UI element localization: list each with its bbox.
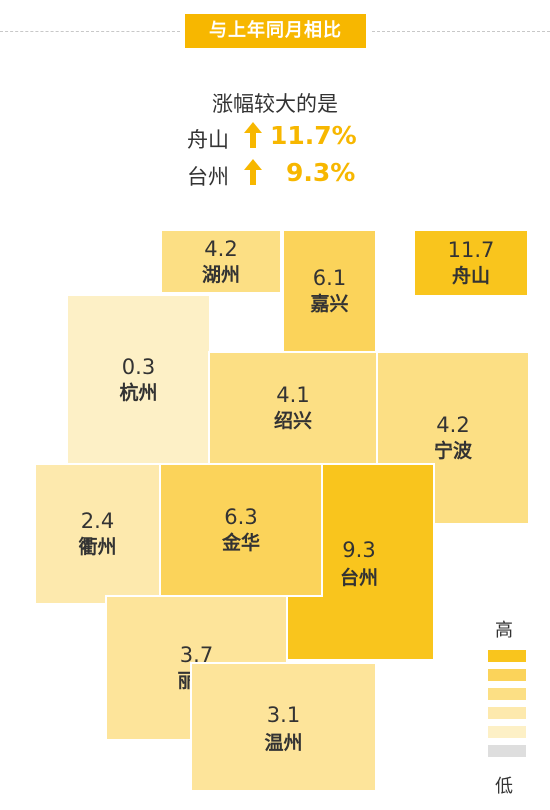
title-rule-left bbox=[0, 31, 180, 32]
region-huzhou: 4.2 湖州 bbox=[160, 229, 282, 294]
legend-swatch bbox=[488, 726, 526, 738]
highlight-value-1: 11.7% bbox=[270, 121, 357, 150]
region-value: 0.3 bbox=[121, 355, 156, 379]
region-jinhua: 6.3 金华 bbox=[159, 463, 323, 597]
highlight-subtitle: 涨幅较大的是 bbox=[212, 92, 338, 116]
legend-swatch bbox=[488, 745, 526, 757]
region-hangzhou: 0.3 杭州 bbox=[66, 294, 211, 466]
legend-swatch bbox=[488, 669, 526, 681]
region-value: 2.4 bbox=[80, 509, 115, 533]
legend-high-label: 高 bbox=[495, 620, 513, 641]
region-value: 9.3 bbox=[342, 538, 376, 562]
legend-swatch bbox=[488, 650, 526, 662]
title-banner: 与上年同月相比 bbox=[185, 14, 366, 48]
highlight-value-2: 9.3% bbox=[286, 158, 356, 187]
region-name: 舟山 bbox=[451, 265, 490, 287]
highlight-name-1: 舟山 bbox=[187, 128, 229, 152]
region-name: 绍兴 bbox=[273, 410, 312, 432]
legend-swatch bbox=[488, 707, 526, 719]
region-wenzhou: 3.1 温州 bbox=[190, 662, 377, 792]
region-value: 4.1 bbox=[276, 383, 310, 407]
region-name: 衢州 bbox=[78, 536, 117, 558]
highlight-name-2: 台州 bbox=[187, 165, 229, 189]
region-value: 11.7 bbox=[447, 238, 495, 262]
up-arrow-icon bbox=[244, 159, 262, 185]
region-value: 6.1 bbox=[312, 266, 347, 290]
region-name: 台州 bbox=[339, 567, 378, 589]
region-quzhou: 2.4 衢州 bbox=[34, 463, 161, 605]
region-name: 温州 bbox=[264, 732, 303, 754]
region-name: 杭州 bbox=[119, 382, 158, 404]
region-value: 3.1 bbox=[266, 703, 301, 727]
up-arrow-icon bbox=[244, 122, 262, 148]
legend-swatch bbox=[488, 688, 526, 700]
legend-low-label: 低 bbox=[495, 776, 513, 797]
region-name: 宁波 bbox=[433, 440, 472, 462]
region-name: 金华 bbox=[221, 532, 260, 554]
region-value: 4.2 bbox=[436, 413, 470, 437]
region-zhoushan: 11.7 舟山 bbox=[413, 229, 529, 297]
region-shaoxing: 4.1 绍兴 bbox=[208, 351, 378, 465]
region-name: 嘉兴 bbox=[310, 293, 349, 315]
region-name: 湖州 bbox=[201, 263, 240, 286]
region-jiaxing: 6.1 嘉兴 bbox=[282, 229, 377, 353]
region-value: 6.3 bbox=[224, 505, 258, 529]
title-rule-right bbox=[372, 31, 550, 32]
region-value: 4.2 bbox=[204, 236, 238, 261]
